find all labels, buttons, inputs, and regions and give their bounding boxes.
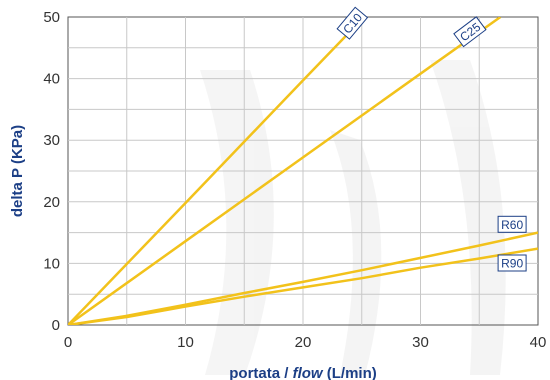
series-line-r60 [68,231,538,325]
y-tick-label: 50 [43,9,60,26]
y-tick-label: 0 [52,317,60,334]
series-label-box [497,254,527,272]
y-tick-label: 20 [43,194,60,211]
x-tick-label: 40 [530,334,547,351]
series-line-c25 [68,17,502,325]
series-line-c10 [68,17,366,325]
series-label-c10: C10 [336,6,369,40]
x-tick-label: 20 [295,334,312,351]
x-axis-title-suffix: (L/min) [323,365,377,380]
grid-lines [68,17,538,325]
series-label-box [453,16,487,48]
series-label-r60: R60 [497,215,527,233]
series-label-box [336,6,369,40]
y-tick-label: 10 [43,255,60,272]
x-axis-title: portata / flow (L/min) [229,365,377,380]
x-tick-label: 30 [412,334,429,351]
series-label-text: R60 [501,218,523,232]
tick-labels: 0 10 20 30 40 0 10 20 30 40 50 [43,9,546,351]
x-axis-title-italic: flow [293,365,324,380]
series-label-c25: C25 [453,16,487,48]
y-tick-label: 40 [43,71,60,88]
series-label-r90: R90 [497,254,527,272]
y-axis-title: delta P (KPa) [9,125,26,217]
series-label-text: R90 [501,257,523,271]
series-lines [68,17,538,325]
x-tick-label: 0 [64,334,72,351]
watermark-swirl [200,60,506,375]
x-tick-label: 10 [177,334,194,351]
series-label-box [497,215,527,233]
y-tick-label: 30 [43,132,60,149]
x-axis-title-prefix: portata / [229,365,292,380]
series-line-r90 [68,247,538,325]
